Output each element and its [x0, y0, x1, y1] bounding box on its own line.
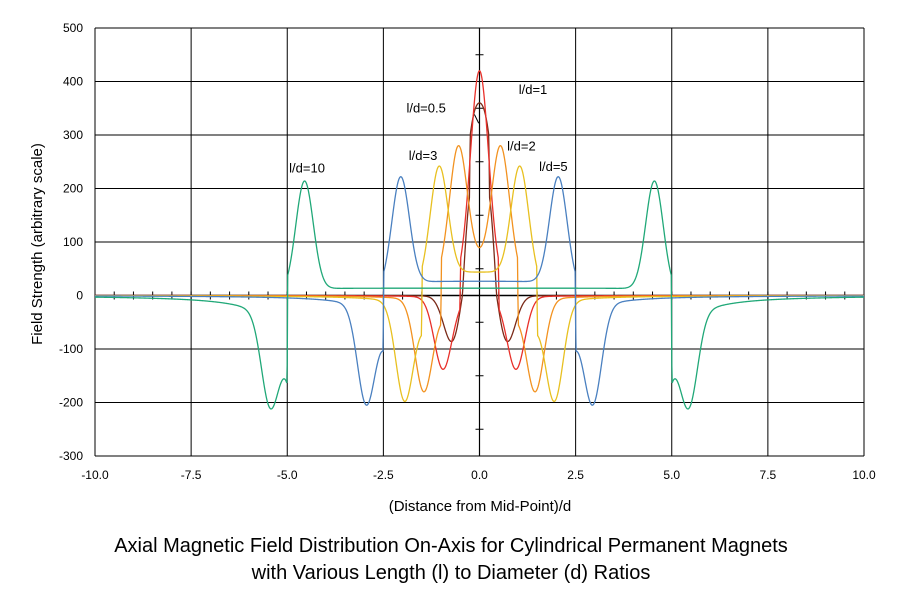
x-tick-label: 0.0	[471, 468, 488, 482]
annotation-layer: l/d=1 l/d=0.5 l/d=2 l/d=3 l/d=5 l/d=10	[289, 82, 567, 176]
x-tick-label: -2.5	[373, 468, 394, 482]
series-annotation: l/d=10	[289, 160, 325, 175]
series-annotation: l/d=1	[519, 82, 548, 97]
series-annotation: l/d=3	[409, 148, 438, 163]
x-tick-label: 2.5	[567, 468, 584, 482]
y-tick-label: 500	[63, 21, 83, 35]
chart-title-line-1: Axial Magnetic Field Distribution On-Axi…	[114, 535, 788, 557]
y-tick-label: 0	[76, 289, 83, 303]
y-tick-label: -300	[59, 449, 83, 463]
series-layer	[95, 70, 864, 410]
y-axis-title: Field Strength (arbitrary scale)	[29, 143, 46, 345]
x-tick-label: -7.5	[181, 468, 202, 482]
y-tick-label: -200	[59, 396, 83, 410]
series-annotation: l/d=0.5	[406, 101, 445, 116]
x-tick-label: 5.0	[663, 468, 680, 482]
series-line-l-d-10	[95, 180, 864, 410]
x-axis-title: (Distance from Mid-Point)/d	[389, 498, 572, 515]
tick-label-layer: -10.0 -7.5 -5.0 -2.5 0.0 2.5 5.0 7.5 10.0 -300 -20…	[59, 21, 876, 482]
series-annotation: l/d=5	[539, 159, 568, 174]
x-tick-label: 7.5	[760, 468, 777, 482]
y-tick-label: 100	[63, 235, 83, 249]
y-tick-label: -100	[59, 342, 83, 356]
x-tick-label: 10.0	[852, 468, 876, 482]
annotation-leader-line	[473, 114, 480, 124]
y-tick-label: 400	[63, 75, 83, 89]
series-line-l-d-5	[95, 176, 864, 406]
y-tick-label: 200	[63, 182, 83, 196]
chart-title-line-2: with Various Length (l) to Diameter (d) …	[251, 562, 651, 584]
series-line-l-d-3	[95, 165, 864, 403]
series-annotation: l/d=2	[507, 139, 536, 154]
x-tick-label: -10.0	[81, 468, 109, 482]
x-tick-label: -5.0	[277, 468, 298, 482]
y-tick-label: 300	[63, 128, 83, 142]
